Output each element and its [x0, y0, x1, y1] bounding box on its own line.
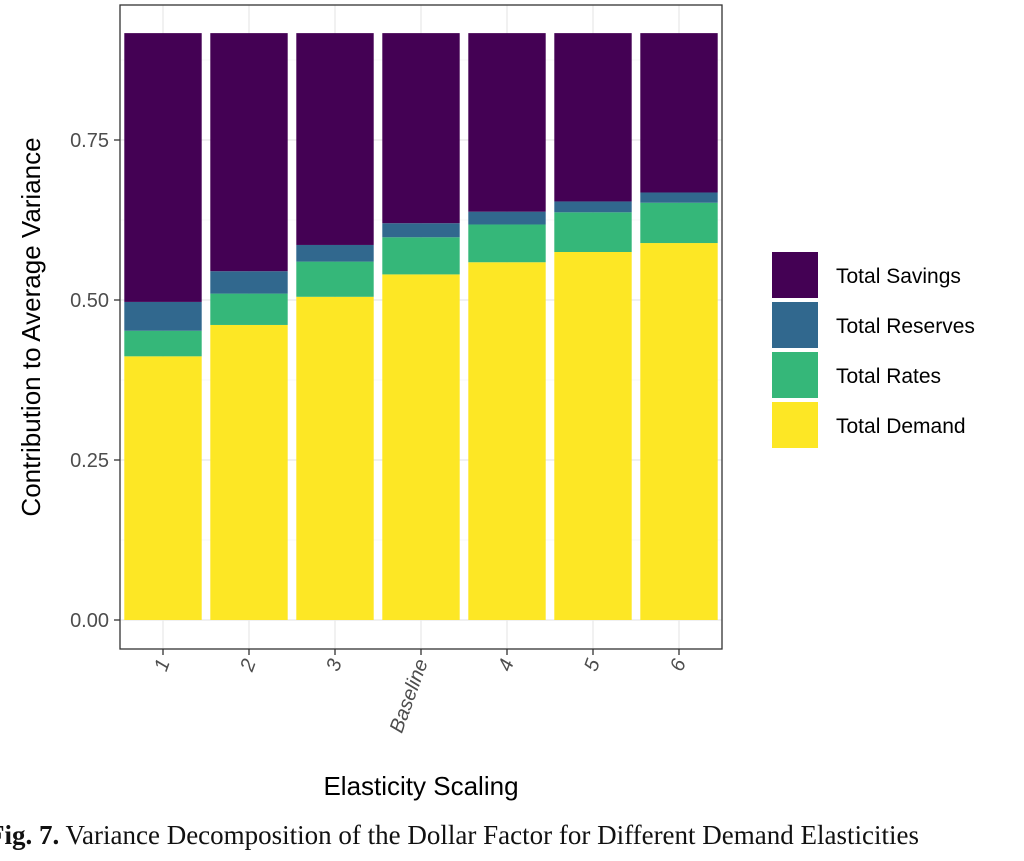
bar-segment [640, 243, 718, 621]
bar-segment [468, 262, 546, 620]
x-axis: 1 2 3 Baseline 4 5 6 [150, 649, 691, 736]
bar-segment [296, 244, 374, 262]
y-tick-label: 0.00 [70, 610, 109, 632]
bar-segment [210, 293, 288, 325]
legend-swatch [772, 352, 818, 398]
bar-segment [124, 301, 202, 331]
x-tick-label: 1 [150, 656, 174, 674]
legend-label: Total Demand [836, 415, 966, 438]
caption-text: Variance Decomposition of the Dollar Fac… [65, 820, 919, 850]
legend-swatch [772, 252, 818, 298]
y-axis-title: Contribution to Average Variance [16, 137, 46, 516]
y-tick-label: 0.75 [70, 130, 109, 152]
legend-label: Total Reserves [836, 315, 975, 338]
bar-segment [124, 330, 202, 357]
legend-label: Total Rates [836, 365, 941, 388]
bar-segment [296, 261, 374, 297]
x-tick-label: 5 [580, 655, 605, 674]
y-tick-label: 0.25 [70, 450, 109, 472]
bar-segment [382, 237, 460, 275]
bar-segment [554, 201, 632, 213]
bar-segment [210, 271, 288, 294]
bar-segment [296, 296, 374, 620]
legend-swatch [772, 302, 818, 348]
legend-swatch [772, 402, 818, 448]
bar-segment [640, 202, 718, 244]
bar-segment [296, 33, 374, 245]
bars [124, 33, 718, 621]
bar-segment [640, 192, 718, 203]
bar-segment [554, 212, 632, 252]
x-tick-label: 2 [236, 656, 261, 675]
bar-segment [640, 33, 718, 193]
x-axis-title: Elasticity Scaling [323, 771, 518, 801]
legend-label: Total Savings [836, 265, 961, 288]
bar-segment [210, 33, 288, 272]
x-tick-label: 4 [494, 656, 518, 674]
bar-segment [124, 33, 202, 302]
y-axis: 0.00 0.25 0.50 0.75 [70, 130, 120, 632]
legend: Total Savings Total Reserves Total Rates To… [772, 252, 975, 448]
bar-segment [468, 224, 546, 263]
bar-segment [468, 211, 546, 225]
figure-caption: Fig. 7. Variance Decomposition of the Do… [0, 820, 1024, 851]
x-tick-label: 3 [322, 656, 346, 674]
bar-segment [210, 324, 288, 620]
x-tick-label: 6 [666, 655, 691, 674]
bar-segment [554, 33, 632, 202]
bar-segment [382, 33, 460, 224]
bar-segment [382, 223, 460, 238]
bar-segment [468, 33, 546, 212]
bar-segment [554, 252, 632, 620]
chart: 0.00 0.25 0.50 0.75 1 2 3 Baseline 4 5 6 Contribu… [16, 4, 975, 801]
y-tick-label: 0.50 [70, 290, 109, 312]
caption-label: Fig. 7. [0, 820, 60, 850]
x-tick-label: Baseline [386, 656, 433, 736]
bar-segment [382, 274, 460, 620]
bar-segment [124, 356, 202, 620]
